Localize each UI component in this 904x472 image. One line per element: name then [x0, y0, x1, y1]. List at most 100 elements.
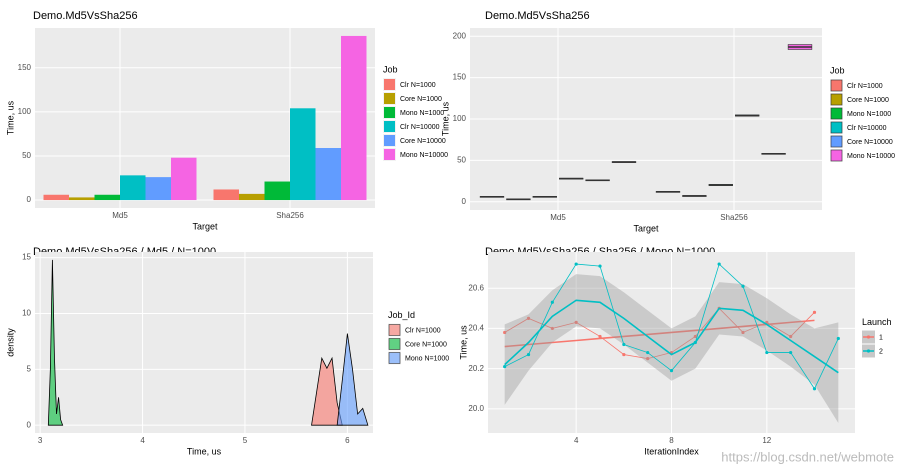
x-axis-label: Target — [192, 221, 218, 231]
legend-key — [388, 324, 401, 336]
legend-label: Clr N=1000 — [847, 83, 883, 90]
y-tick-label: 20.4 — [468, 324, 484, 333]
legend-label: Mono N=10000 — [847, 153, 895, 160]
legend-key — [384, 93, 395, 104]
point — [765, 350, 769, 355]
y-axis-label: density — [5, 328, 15, 357]
y-tick-label: 150 — [453, 73, 467, 82]
point — [574, 320, 578, 324]
legend-key — [388, 338, 401, 350]
y-axis-label: Time, us — [5, 100, 15, 135]
x-tick-label: 12 — [762, 436, 771, 445]
bar — [69, 197, 95, 201]
point — [598, 264, 602, 268]
x-tick-label: 6 — [345, 436, 350, 445]
legend-key — [830, 107, 843, 120]
y-tick-label: 0 — [27, 420, 32, 429]
legend-key-point — [866, 349, 871, 353]
legend-label: Core N=10000 — [400, 138, 446, 145]
y-tick-label: 0 — [27, 195, 32, 204]
x-tick-label: Md5 — [112, 211, 128, 220]
point — [669, 369, 674, 373]
point — [812, 387, 817, 391]
point — [693, 334, 697, 339]
y-tick-label: 100 — [18, 107, 32, 116]
point — [503, 365, 507, 369]
legend-key — [830, 149, 843, 162]
legend-label: Mono N=1000 — [847, 111, 891, 118]
point — [622, 352, 626, 357]
density-area — [47, 259, 64, 426]
legend-label: 1 — [879, 334, 883, 341]
y-tick-label: 50 — [22, 151, 31, 160]
legend-label: Clr N=10000 — [847, 125, 887, 132]
bar — [315, 148, 341, 201]
bar — [264, 181, 290, 201]
legend-label: Core N=1000 — [847, 97, 889, 104]
legend-label: Mono N=1000 — [400, 110, 444, 117]
legend-label: Clr N=1000 — [400, 82, 436, 89]
y-tick-label: 20.2 — [468, 364, 484, 373]
legend-label: Mono N=1000 — [405, 355, 449, 362]
bar — [290, 108, 316, 201]
smooth-line — [504, 319, 815, 348]
y-tick-label: 20.0 — [468, 404, 484, 413]
legend-label: Core N=10000 — [847, 139, 893, 146]
bar — [43, 194, 69, 201]
legend-label: Core N=1000 — [405, 341, 447, 348]
chart-title: Demo.Md5VsSha256 — [485, 10, 590, 22]
point — [789, 350, 793, 355]
bar — [145, 177, 171, 201]
point — [526, 352, 531, 357]
bar — [239, 193, 265, 201]
point — [812, 310, 817, 314]
legend-label: Clr N=1000 — [405, 327, 441, 334]
smooth-line — [504, 299, 839, 374]
legend-key — [830, 93, 843, 106]
y-axis-label: Time, us — [458, 325, 468, 360]
x-tick-label: Md5 — [550, 213, 566, 222]
legend-key — [830, 121, 843, 134]
bar — [94, 194, 120, 201]
point — [836, 336, 840, 341]
x-axis-label: IterationIndex — [644, 446, 699, 456]
x-tick-label: 5 — [243, 436, 248, 445]
chart-title: Demo.Md5VsSha256 — [33, 10, 138, 22]
legend-key — [830, 79, 843, 92]
legend-title: Job — [830, 65, 845, 75]
x-tick-label: Sha256 — [720, 213, 748, 222]
legend-label: Clr N=10000 — [400, 124, 440, 131]
point — [550, 300, 554, 304]
y-tick-label: 200 — [453, 31, 467, 40]
point — [550, 326, 554, 331]
legend-key — [388, 352, 401, 364]
bar — [341, 35, 367, 201]
legend-title: Job_Id — [388, 310, 415, 320]
x-tick-label: 4 — [140, 436, 145, 445]
x-tick-label: Sha256 — [276, 211, 304, 220]
y-tick-label: 5 — [27, 364, 32, 373]
point — [717, 262, 721, 266]
point — [598, 334, 602, 339]
y-tick-label: 15 — [22, 253, 31, 262]
point — [741, 284, 745, 288]
legend-title: Launch — [862, 317, 892, 327]
legend-label: 2 — [879, 348, 883, 355]
legend-key — [384, 107, 395, 118]
legend-key — [384, 79, 395, 90]
legend-key — [384, 121, 395, 132]
density-area — [336, 333, 369, 426]
x-tick-label: 8 — [669, 436, 674, 445]
x-tick-label: 4 — [574, 436, 579, 445]
bar — [120, 175, 146, 201]
legend-key — [830, 135, 843, 148]
confidence-band — [504, 274, 839, 423]
legend-key — [384, 149, 395, 160]
point — [693, 340, 697, 345]
x-axis-label: Time, us — [187, 446, 222, 456]
y-tick-label: 100 — [453, 114, 467, 123]
legend-key — [384, 135, 395, 146]
point — [503, 330, 507, 335]
point — [526, 316, 531, 320]
